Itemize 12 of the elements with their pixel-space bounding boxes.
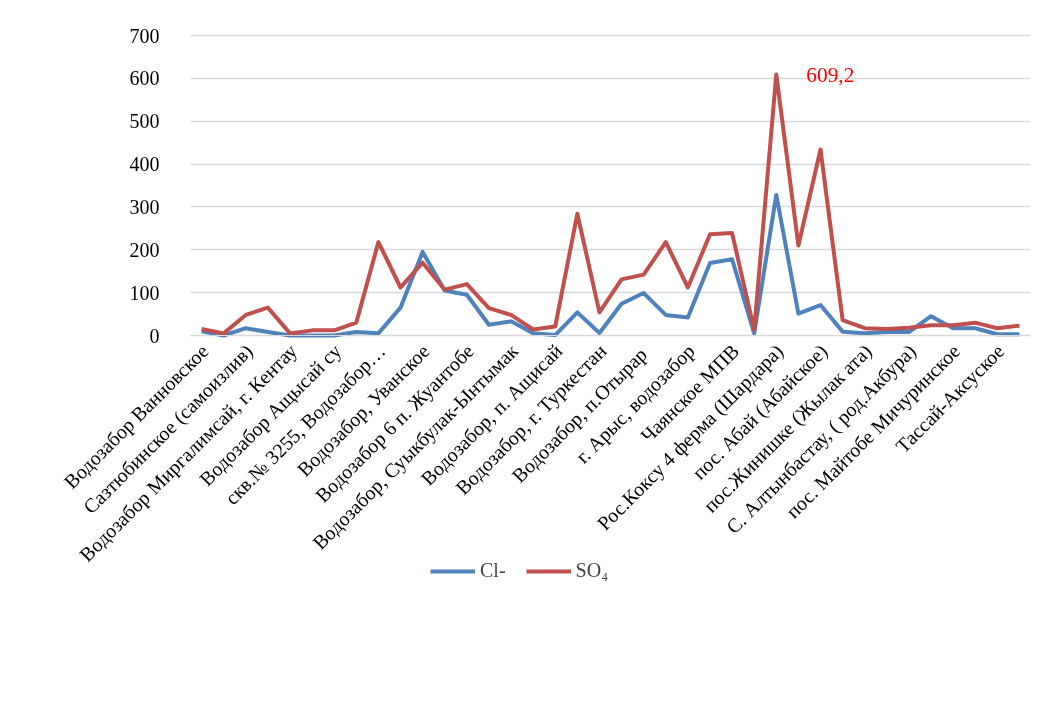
- y-tick-label: 300: [129, 195, 160, 218]
- y-tick-label: 100: [129, 281, 160, 304]
- legend-label: SO₄: [575, 559, 609, 582]
- y-tick-label: 0: [149, 324, 160, 347]
- y-tick-label: 700: [129, 24, 160, 47]
- y-tick-label: 400: [129, 153, 160, 176]
- y-tick-label: 200: [129, 238, 160, 261]
- annotation: 609,2: [806, 62, 855, 87]
- y-tick-label: 500: [129, 110, 160, 133]
- line-series: [199, 192, 1022, 338]
- y-tick-label: 600: [129, 67, 160, 90]
- legend-label: Cl-: [480, 559, 506, 582]
